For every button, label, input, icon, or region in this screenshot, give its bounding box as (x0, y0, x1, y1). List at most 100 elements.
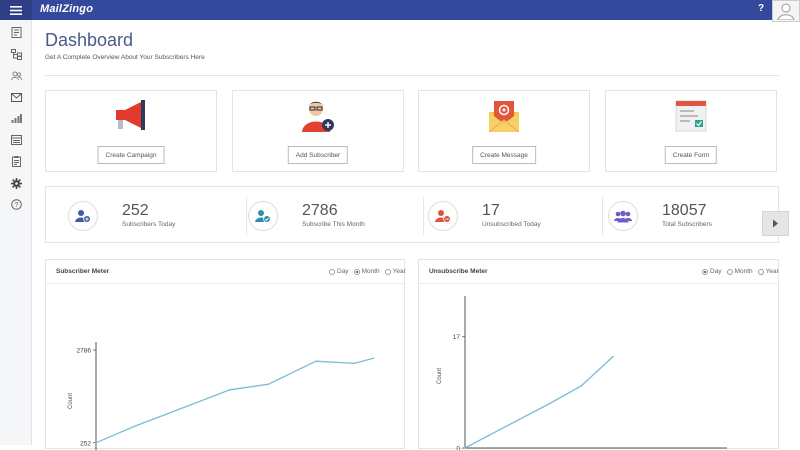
series-line (465, 356, 613, 448)
stat-label: Subscribe This Month (302, 221, 365, 228)
stat-value: 18057 (662, 202, 707, 220)
help-circle-icon: ? (11, 199, 22, 210)
data-point (549, 403, 551, 405)
range-option-month[interactable]: Month (354, 268, 380, 275)
stat-unsubscribed-today: 17 Unsubscribed Today (406, 187, 596, 244)
data-point (95, 442, 97, 444)
panel-title: Subscriber Meter (56, 268, 109, 275)
document-icon (11, 27, 22, 38)
gear-icon (11, 178, 22, 189)
divider (45, 75, 779, 76)
series-line (96, 358, 373, 443)
data-point (612, 356, 614, 358)
sidebar-item-subscribers[interactable] (0, 65, 32, 87)
radio-icon (727, 269, 733, 275)
radio-selected-icon (354, 269, 360, 275)
radio-label: Year (393, 268, 406, 275)
envelope-icon (11, 93, 22, 102)
radio-label: Month (362, 268, 380, 275)
data-point (373, 357, 375, 359)
sitemap-icon (11, 49, 22, 60)
next-slide-button[interactable] (762, 211, 789, 236)
data-point (464, 447, 466, 449)
panel-title: Unsubscribe Meter (429, 268, 488, 275)
stat-value: 17 (482, 202, 500, 220)
range-option-month[interactable]: Month (727, 268, 753, 275)
user-check-icon (255, 209, 271, 223)
main-content: Dashboard Get A Complete Overview About … (33, 20, 800, 445)
sidebar-item-analytics[interactable] (0, 108, 32, 130)
range-option-day[interactable]: Day (329, 268, 349, 275)
radio-selected-icon (702, 269, 708, 275)
y-tick-label: 0 (456, 446, 460, 450)
range-option-year[interactable]: Year (385, 268, 406, 275)
y-tick-label: 252 (80, 440, 91, 447)
top-bar: MailZingo ? (0, 0, 800, 20)
radio-label: Year (766, 268, 779, 275)
stat-total-subscribers: 18057 Total Subscribers (586, 187, 776, 244)
form-icon (671, 98, 711, 134)
stat-icon-circle (608, 201, 638, 231)
data-point (354, 363, 356, 365)
create-form-card: Create Form (605, 90, 777, 172)
sidebar-item-lists[interactable] (0, 44, 32, 66)
stat-label: Total Subscribers (662, 221, 712, 228)
sidebar-item-forms[interactable] (0, 151, 32, 173)
sidebar-item-help[interactable]: ? (0, 194, 32, 216)
sidebar-item-templates[interactable] (0, 130, 32, 152)
users-icon (11, 70, 22, 81)
stat-icon-circle (248, 201, 278, 231)
chevron-right-icon (772, 219, 779, 228)
data-point (507, 425, 509, 427)
page-subtitle: Get A Complete Overview About Your Subsc… (45, 54, 205, 61)
user-avatar-button[interactable] (772, 0, 800, 22)
sidebar-item-reports[interactable] (0, 22, 32, 44)
data-point (581, 385, 583, 387)
radio-icon (385, 269, 391, 275)
y-axis-title: Count (68, 393, 74, 409)
radio-label: Day (710, 268, 722, 275)
subscriber-meter-panel: Subscriber Meter Day Month Year 25227861… (45, 259, 405, 449)
stat-subscribers-today: 252 Subscribers Today (46, 187, 236, 244)
y-tick-label: 2786 (77, 348, 92, 355)
sidebar-item-settings[interactable] (0, 173, 32, 195)
y-tick-label: 17 (453, 334, 461, 341)
create-form-button[interactable]: Create Form (665, 146, 717, 164)
brand-logo[interactable]: MailZingo (40, 3, 93, 15)
add-user-icon (298, 98, 338, 134)
create-campaign-button[interactable]: Create Campaign (98, 146, 165, 164)
sidebar-item-messages[interactable] (0, 87, 32, 109)
data-point (267, 383, 269, 385)
unsubscribe-meter-panel: Unsubscribe Meter Day Month Year 170Time… (418, 259, 779, 449)
user-avatar-icon (777, 2, 795, 20)
envelope-at-icon (484, 98, 524, 134)
stats-summary: 252 Subscribers Today 2786 Subscribe Thi… (45, 186, 779, 243)
help-link[interactable]: ? (758, 3, 764, 14)
data-point (181, 407, 183, 409)
sidebar: ? (0, 20, 32, 445)
range-option-day[interactable]: Day (702, 268, 722, 275)
radio-icon (758, 269, 764, 275)
unsubscribe-line-chart: 170TimeCount (419, 284, 780, 450)
user-plus-icon (75, 209, 91, 223)
add-subscriber-button[interactable]: Add Subscriber (288, 146, 348, 164)
stat-label: Unsubscribed Today (482, 221, 541, 228)
create-campaign-card: Create Campaign (45, 90, 217, 172)
range-selector: Day Month Year (329, 268, 406, 275)
megaphone-icon (111, 98, 151, 134)
stat-subscribe-this-month: 2786 Subscribe This Month (226, 187, 416, 244)
menu-toggle-button[interactable] (0, 0, 32, 20)
data-point (229, 389, 231, 391)
subscriber-line-chart: 252278611531TimeCount (46, 284, 406, 450)
stat-icon-circle (68, 201, 98, 231)
stat-value: 2786 (302, 202, 338, 220)
radio-icon (329, 269, 335, 275)
add-subscriber-card: Add Subscriber (232, 90, 404, 172)
create-message-button[interactable]: Create Message (472, 146, 536, 164)
radio-label: Day (337, 268, 349, 275)
hamburger-icon (10, 6, 22, 15)
create-message-card: Create Message (418, 90, 590, 172)
users-group-icon (614, 210, 632, 223)
y-axis-title: Count (437, 368, 443, 384)
range-option-year[interactable]: Year (758, 268, 779, 275)
